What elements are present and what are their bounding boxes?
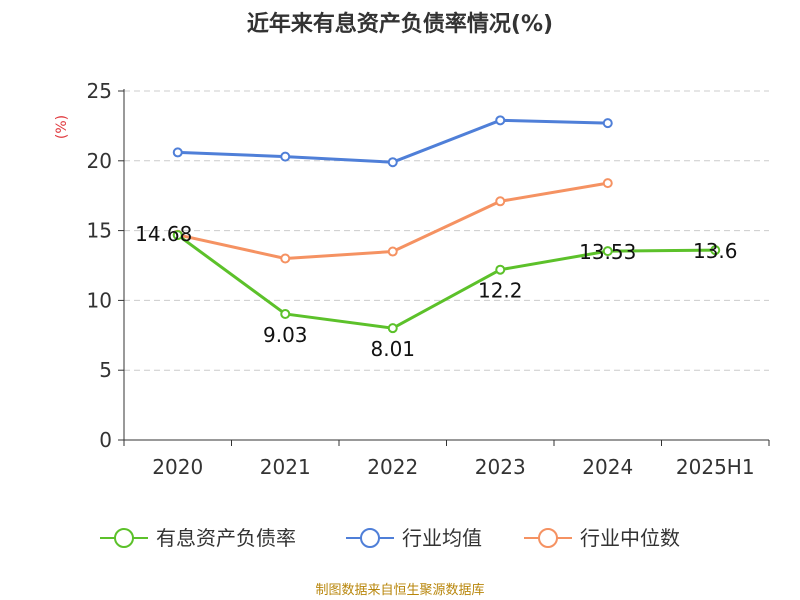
series-line (177, 118, 608, 164)
data-point (387, 246, 398, 257)
data-label: 9.03 (263, 323, 308, 347)
data-label: 13.53 (579, 240, 636, 264)
x-tick-label: 2022 (367, 455, 418, 479)
source-note: 制图数据来自恒生聚源数据库 (315, 583, 485, 598)
legend-label: 行业均值 (402, 526, 482, 550)
data-label: 8.01 (370, 337, 415, 361)
x-tick-label: 2025H1 (676, 455, 755, 479)
data-point (387, 157, 398, 168)
legend-marker (538, 528, 558, 548)
data-label: 13.6 (693, 239, 738, 263)
chart-title: 近年来有息资产负债率情况(%) (246, 12, 554, 37)
data-point (280, 151, 291, 162)
data-label: 14.68 (135, 222, 192, 246)
data-point (710, 245, 721, 256)
y-tick-label: 5 (99, 358, 112, 382)
y-tick-label: 25 (87, 79, 112, 103)
y-tick-label: 15 (87, 219, 112, 243)
legend-label: 行业中位数 (580, 526, 680, 550)
series-line (176, 233, 716, 330)
y-axis-label: (%) (54, 115, 70, 139)
x-tick-label: 2024 (582, 455, 633, 479)
legend-marker (360, 528, 380, 548)
x-tick-label: 2021 (260, 455, 311, 479)
x-tick-label: 2020 (152, 455, 203, 479)
y-tick-label: 10 (87, 288, 112, 312)
data-point (387, 323, 398, 334)
data-point (495, 264, 506, 275)
data-point (602, 246, 613, 257)
data-point (602, 118, 613, 129)
data-label: 12.2 (478, 279, 523, 303)
y-tick-label: 0 (99, 428, 112, 452)
x-tick-label: 2023 (475, 455, 526, 479)
legend-marker (114, 528, 134, 548)
legend-label: 有息资产负债率 (156, 526, 296, 550)
data-point (280, 308, 291, 319)
data-point (495, 115, 506, 126)
data-point (172, 230, 183, 241)
y-tick-label: 20 (87, 149, 112, 173)
data-point (172, 147, 183, 158)
data-point (602, 178, 613, 189)
data-point (495, 196, 506, 207)
data-point (280, 253, 291, 264)
